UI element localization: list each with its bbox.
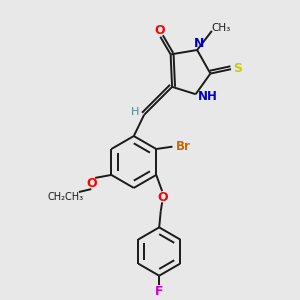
- Text: N: N: [194, 37, 204, 50]
- Text: F: F: [155, 284, 164, 298]
- Text: O: O: [154, 24, 165, 37]
- Text: NH: NH: [198, 90, 218, 103]
- Text: CH₂CH₃: CH₂CH₃: [48, 192, 84, 202]
- Text: O: O: [158, 190, 168, 203]
- Text: CH₃: CH₃: [212, 23, 231, 33]
- Text: S: S: [233, 62, 242, 75]
- Text: O: O: [86, 177, 97, 190]
- Text: Br: Br: [176, 140, 191, 153]
- Text: H: H: [131, 107, 140, 117]
